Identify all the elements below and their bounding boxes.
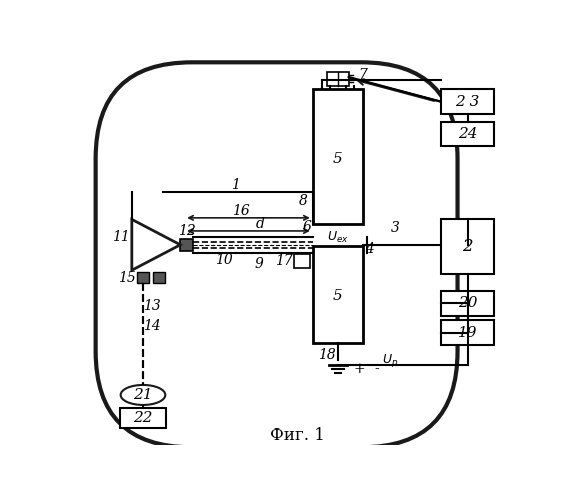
Bar — [120, 408, 166, 428]
Text: 20: 20 — [458, 296, 478, 310]
Text: Фиг. 1: Фиг. 1 — [270, 428, 325, 444]
Bar — [313, 90, 363, 224]
Text: 13: 13 — [144, 300, 161, 314]
Text: 10: 10 — [216, 253, 233, 267]
Text: 1: 1 — [231, 178, 240, 192]
Bar — [440, 218, 494, 274]
Text: 18: 18 — [318, 348, 336, 362]
Text: 16: 16 — [232, 204, 250, 218]
Text: 2 3: 2 3 — [456, 94, 480, 108]
Text: 7: 7 — [358, 68, 367, 82]
Text: +: + — [354, 362, 365, 376]
Bar — [440, 320, 494, 345]
Text: 17: 17 — [275, 254, 293, 268]
Bar — [327, 72, 349, 86]
Text: 8: 8 — [299, 194, 308, 208]
Text: 14: 14 — [144, 318, 161, 332]
Bar — [440, 291, 494, 316]
FancyBboxPatch shape — [96, 62, 458, 448]
Bar — [137, 272, 149, 283]
Text: $U_p$: $U_p$ — [382, 352, 399, 369]
Text: $U_{ex}$: $U_{ex}$ — [327, 230, 349, 244]
Text: 11: 11 — [112, 230, 130, 244]
Text: 5: 5 — [333, 290, 343, 304]
Text: d: d — [256, 217, 264, 231]
Text: 6: 6 — [302, 220, 311, 234]
Bar — [313, 246, 363, 342]
Text: 24: 24 — [458, 127, 478, 141]
Text: 4: 4 — [364, 242, 374, 256]
Text: 22: 22 — [133, 411, 153, 425]
Bar — [440, 90, 494, 114]
Text: -: - — [374, 362, 379, 376]
Text: 3: 3 — [391, 221, 400, 235]
Text: 21: 21 — [133, 388, 153, 402]
Text: 19: 19 — [458, 326, 478, 340]
Bar — [153, 272, 165, 283]
Bar — [180, 238, 193, 251]
Text: 15: 15 — [117, 270, 135, 284]
Text: 12: 12 — [178, 224, 195, 238]
Bar — [293, 254, 310, 268]
Bar — [440, 122, 494, 146]
Text: 9: 9 — [254, 257, 263, 271]
Text: 2: 2 — [462, 238, 473, 255]
Text: 5: 5 — [333, 152, 343, 166]
